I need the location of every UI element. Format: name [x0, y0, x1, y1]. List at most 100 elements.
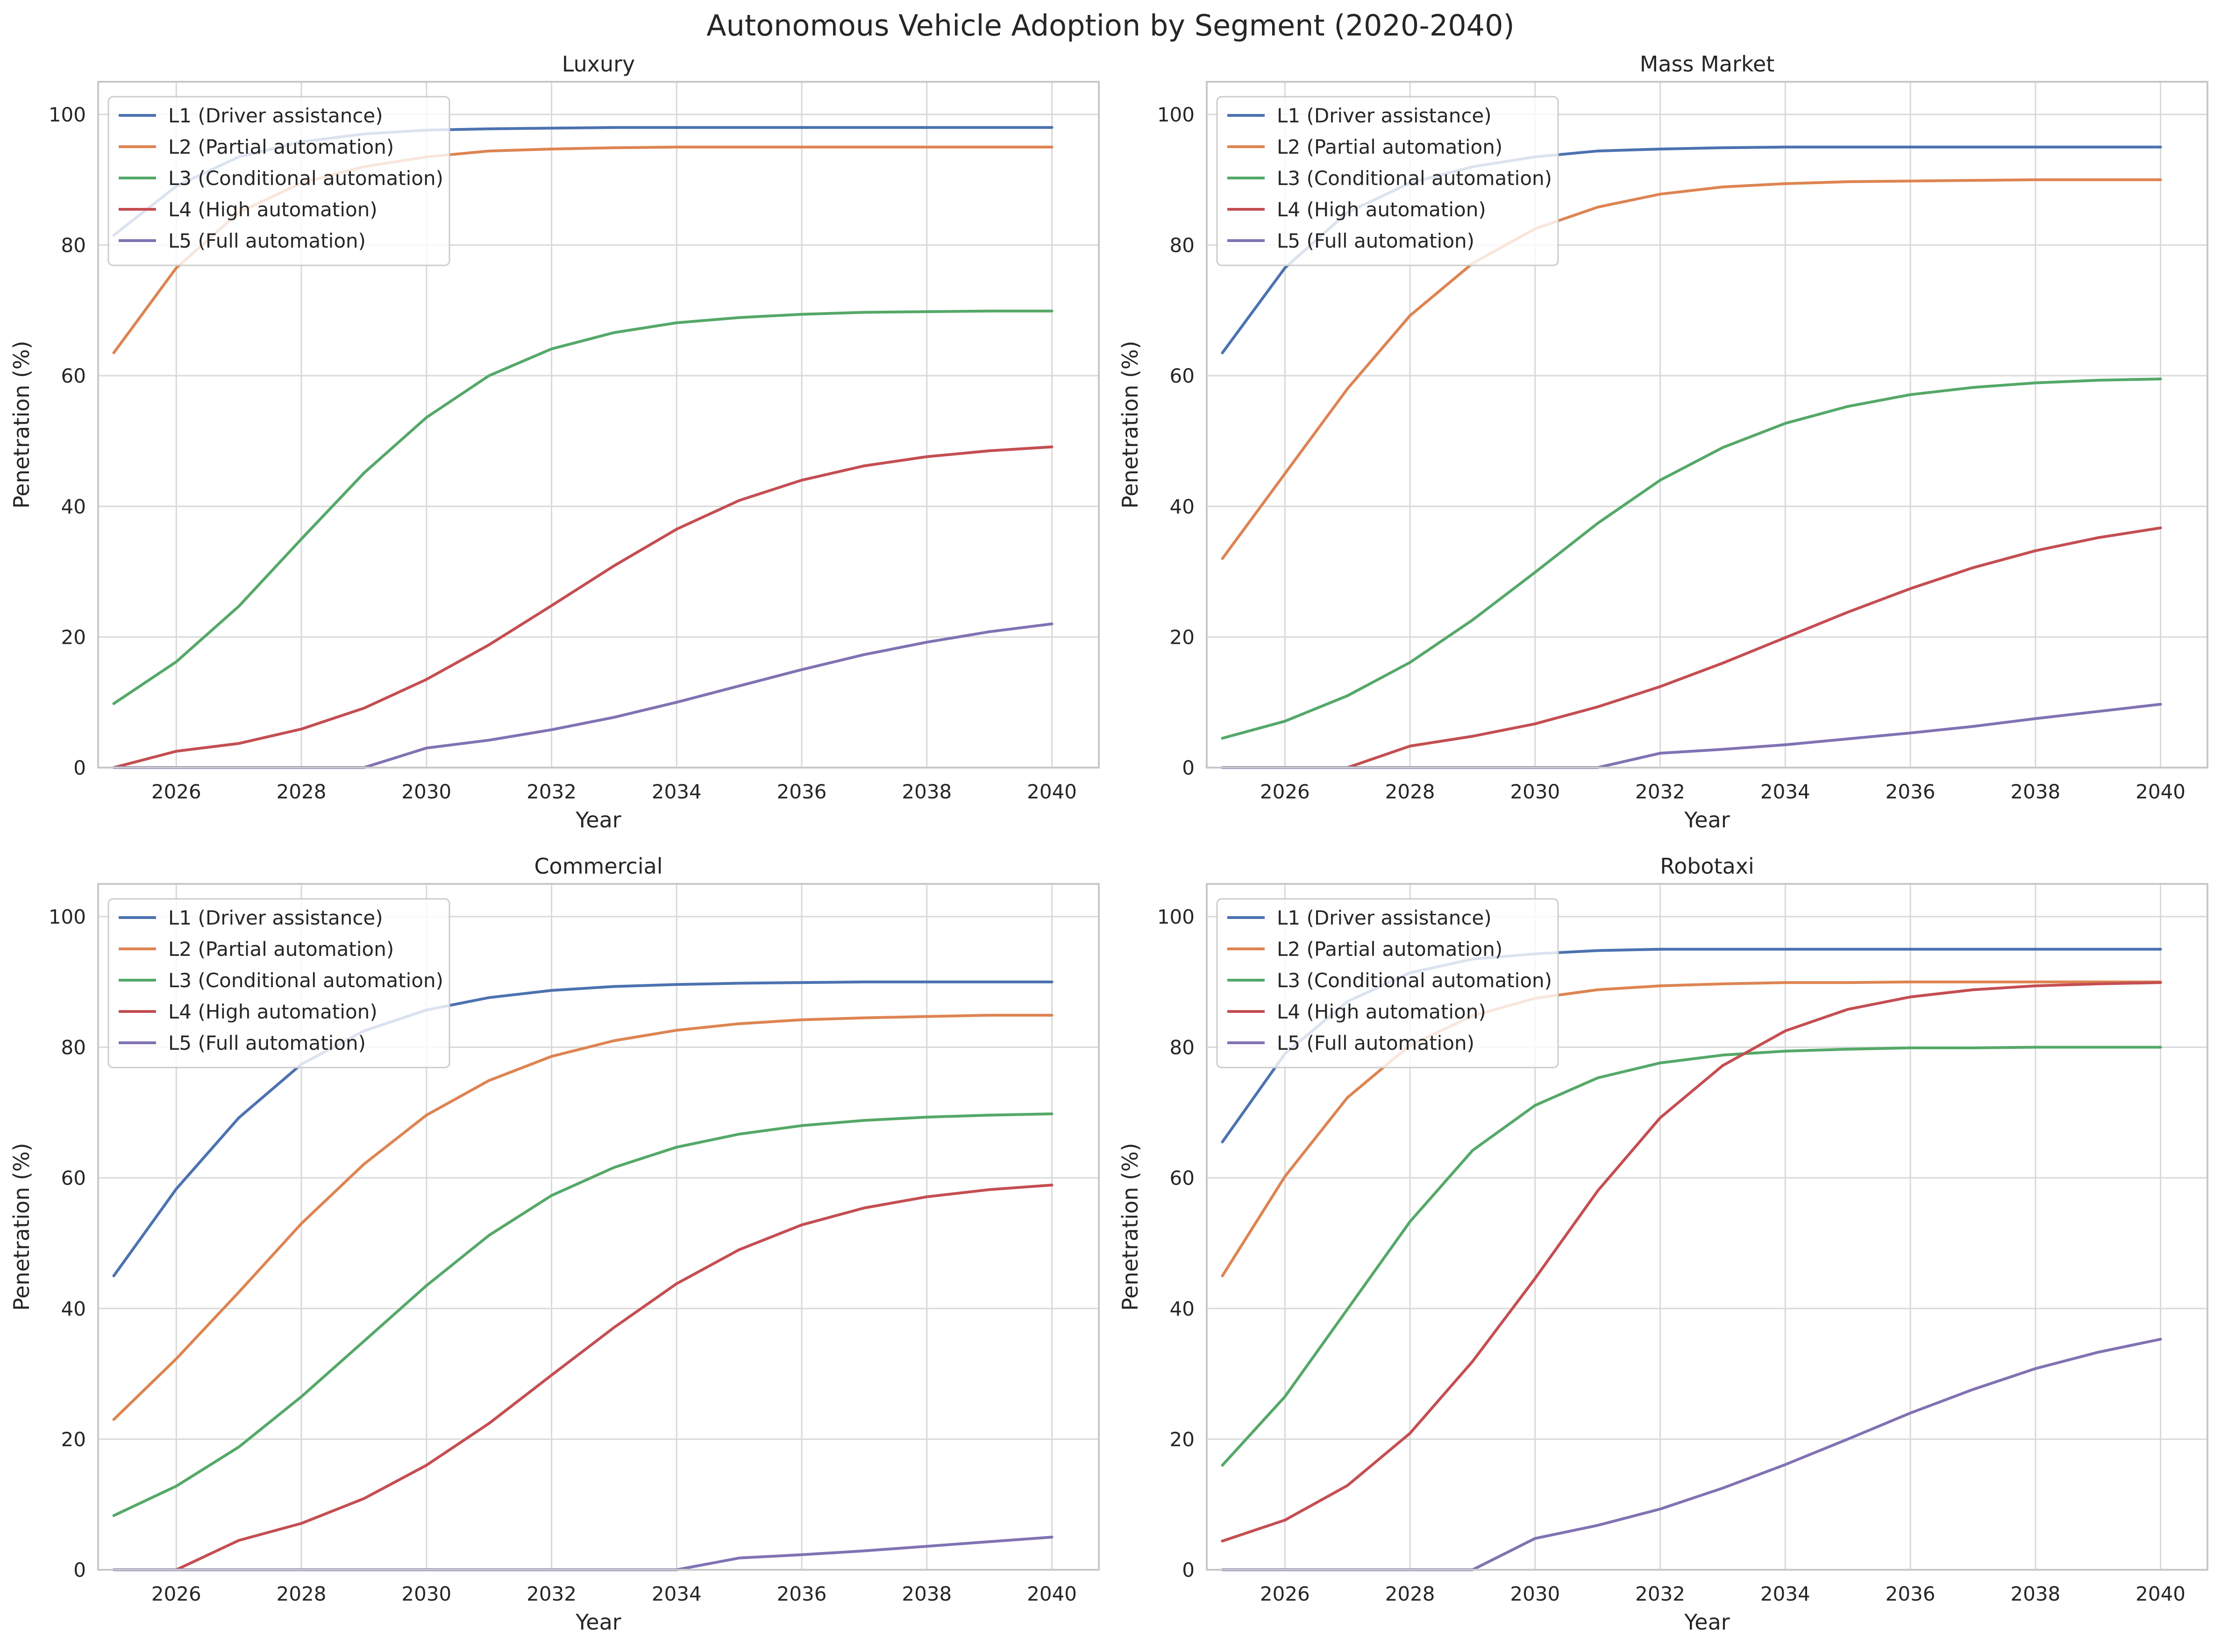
subplot-robotaxi: 2026 2028 2030 2032 2034 2036 2038 204002040608…	[1118, 854, 2208, 1635]
y-tick-label: 40	[1170, 1297, 1195, 1320]
subplot-title: Robotaxi	[1660, 854, 1754, 879]
y-axis-label: Penetration (%)	[1118, 1143, 1143, 1310]
x-axis-label: Year	[575, 1609, 621, 1635]
legend-entry: L2 (Partial automation)	[1277, 135, 1502, 158]
legend-entry: L3 (Conditional automation)	[168, 167, 443, 190]
x-tick-label: 2040	[1027, 780, 1077, 803]
y-axis-label: Penetration (%)	[9, 1143, 34, 1310]
y-tick-label: 0	[1182, 1559, 1195, 1581]
y-tick-label: 20	[1170, 1428, 1195, 1451]
legend-box	[107, 898, 450, 1068]
x-tick-label: 2030	[401, 780, 451, 803]
y-tick-label: 20	[1170, 626, 1195, 648]
x-axis-label: Year	[575, 807, 621, 833]
x-tick-label: 2032	[1635, 780, 1685, 803]
x-tick-label: 2030	[401, 1582, 451, 1605]
x-tick-label: 2032	[527, 780, 577, 803]
x-tick-label: 2028	[1385, 1582, 1435, 1605]
series-line-l3	[112, 1112, 1054, 1517]
x-tick-label: 2040	[2136, 1582, 2185, 1605]
x-tick-label: 2032	[527, 1582, 577, 1605]
subplot-luxury: 2026 2028 2030 2032 2034 2036 2038 204002040608…	[9, 51, 1100, 833]
series-line-l3	[112, 309, 1054, 705]
subplot-title: Mass Market	[1640, 51, 1775, 77]
series-line-l2	[1221, 980, 2162, 1277]
legend: L1 (Driver assistance) L2 (Partial automa…	[1216, 898, 1559, 1068]
y-tick-label: 60	[61, 364, 86, 387]
y-tick-label: 20	[61, 626, 86, 648]
subplot-commercial: 2026 2028 2030 2032 2034 2036 2038 204002040608…	[9, 854, 1100, 1635]
x-axis-label: Year	[1684, 1609, 1730, 1635]
x-tick-label: 2026	[151, 1582, 201, 1605]
x-axis-label: Year	[1684, 807, 1730, 833]
plot-frame	[1206, 81, 2208, 769]
figure-title: Autonomous Vehicle Adoption by Segment (…	[706, 8, 1515, 43]
series-line-l4	[112, 445, 1054, 769]
legend-box	[107, 96, 450, 266]
legend-entry: L3 (Conditional automation)	[168, 969, 443, 992]
plot-frame	[97, 81, 1100, 769]
x-tick-label: 2036	[1886, 1582, 1936, 1605]
legend: L1 (Driver assistance) L2 (Partial automa…	[1216, 96, 1559, 266]
x-tick-label: 2034	[652, 1582, 702, 1605]
x-tick-label: 2028	[1385, 780, 1435, 803]
y-tick-label: 80	[61, 234, 86, 257]
y-tick-label: 40	[1170, 495, 1195, 518]
subplot-title: Commercial	[534, 854, 662, 879]
x-tick-label: 2028	[277, 780, 327, 803]
x-tick-label: 2038	[902, 1582, 952, 1605]
legend: L1 (Driver assistance) L2 (Partial automa…	[107, 898, 450, 1068]
legend-entry: L4 (High automation)	[1277, 1000, 1486, 1023]
y-tick-label: 60	[1170, 1167, 1195, 1189]
x-tick-label: 2026	[1260, 780, 1310, 803]
series-line-l2	[112, 1014, 1054, 1421]
plot-frame	[1206, 883, 2208, 1571]
y-tick-label: 100	[49, 905, 86, 928]
y-tick-label: 60	[1170, 364, 1195, 387]
y-tick-label: 80	[1170, 1036, 1195, 1059]
legend-box	[1216, 898, 1559, 1068]
y-tick-label: 0	[1182, 756, 1195, 779]
y-tick-label: 100	[1157, 905, 1195, 928]
subplot-mass-market: 2026 2028 2030 2032 2034 2036 2038 204002040608…	[1118, 51, 2208, 833]
y-tick-label: 40	[61, 495, 86, 518]
x-tick-label: 2034	[1760, 1582, 1810, 1605]
x-tick-label: 2038	[2010, 780, 2060, 803]
legend-entry: L2 (Partial automation)	[168, 938, 394, 961]
legend-entry: L1 (Driver assistance)	[1277, 104, 1492, 127]
x-tick-label: 2040	[2136, 780, 2185, 803]
x-tick-label: 2034	[652, 780, 702, 803]
x-tick-label: 2026	[1260, 1582, 1310, 1605]
legend-entry: L4 (High automation)	[168, 1000, 377, 1023]
plot-frame	[97, 883, 1100, 1571]
legend-entry: L2 (Partial automation)	[1277, 938, 1502, 961]
y-tick-label: 100	[49, 103, 86, 126]
legend-entry: L4 (High automation)	[1277, 198, 1486, 221]
y-tick-label: 0	[73, 1559, 86, 1581]
y-tick-label: 40	[61, 1297, 86, 1320]
series-line-l2	[1221, 178, 2162, 560]
y-tick-label: 60	[61, 1167, 86, 1189]
x-tick-label: 2030	[1510, 780, 1560, 803]
series-line-l1	[112, 980, 1054, 1277]
series-line-l3	[1221, 1046, 2162, 1467]
series-line-l4	[1221, 981, 2162, 1543]
x-tick-label: 2038	[2010, 1582, 2060, 1605]
y-tick-label: 100	[1157, 103, 1195, 126]
y-axis-label: Penetration (%)	[9, 341, 34, 508]
legend-entry: L3 (Conditional automation)	[1277, 167, 1552, 190]
series-line-l4	[112, 1183, 1054, 1571]
legend-entry: L5 (Full automation)	[1277, 229, 1474, 252]
legend-entry: L5 (Full automation)	[168, 1032, 366, 1054]
legend-entry: L1 (Driver assistance)	[1277, 906, 1492, 929]
x-tick-label: 2030	[1510, 1582, 1560, 1605]
y-tick-label: 0	[73, 756, 86, 779]
x-tick-label: 2028	[277, 1582, 327, 1605]
legend-entry: L1 (Driver assistance)	[168, 906, 383, 929]
legend-entry: L1 (Driver assistance)	[168, 104, 383, 127]
legend-entry: L2 (Partial automation)	[168, 135, 394, 158]
series-line-l4	[1221, 526, 2162, 769]
x-tick-label: 2032	[1635, 1582, 1685, 1605]
legend-box	[1216, 96, 1559, 266]
